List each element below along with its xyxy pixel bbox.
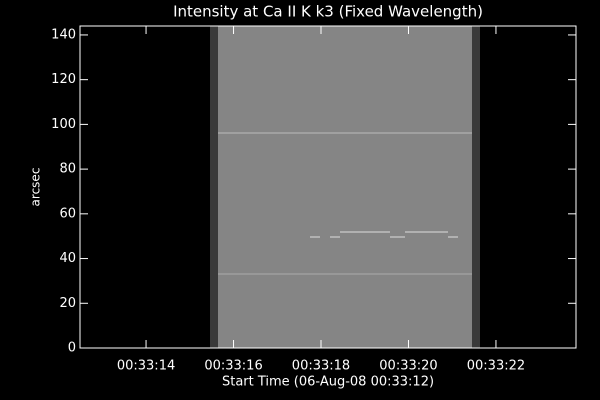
x-tick-label: 00:33:14 — [117, 359, 175, 374]
y-tick-label: 40 — [59, 251, 76, 266]
plot-frame — [79, 25, 577, 349]
y-tick-label: 100 — [51, 117, 76, 132]
y-tick-label: 140 — [51, 27, 76, 42]
x-tick-label: 00:33:18 — [292, 359, 350, 374]
x-tick-label: 00:33:16 — [204, 359, 262, 374]
chart-title: Intensity at Ca II K k3 (Fixed Wavelengt… — [173, 3, 483, 21]
x-tick-label: 00:33:22 — [467, 359, 525, 374]
image-area — [210, 26, 480, 348]
y-tick-label: 80 — [59, 162, 76, 177]
y-tick-label: 20 — [59, 296, 76, 311]
y-tick-label: 120 — [51, 72, 76, 87]
y-tick-label: 0 — [68, 341, 76, 356]
scan-band — [218, 26, 472, 348]
x-axis-label: Start Time (06-Aug-08 00:33:12) — [222, 375, 434, 390]
y-tick-label: 60 — [59, 206, 76, 221]
y-axis-label: arcsec — [29, 168, 43, 207]
x-tick-label: 00:33:20 — [379, 359, 437, 374]
